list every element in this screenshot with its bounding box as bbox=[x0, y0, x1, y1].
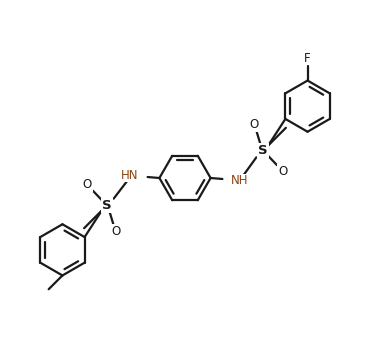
Text: S: S bbox=[102, 199, 111, 212]
Text: O: O bbox=[111, 225, 120, 238]
Text: HN: HN bbox=[121, 168, 139, 182]
Text: O: O bbox=[250, 118, 259, 131]
Text: S: S bbox=[259, 144, 268, 157]
Text: O: O bbox=[83, 178, 92, 192]
Text: O: O bbox=[278, 164, 287, 178]
Text: NH: NH bbox=[231, 174, 249, 188]
Text: F: F bbox=[304, 52, 311, 65]
